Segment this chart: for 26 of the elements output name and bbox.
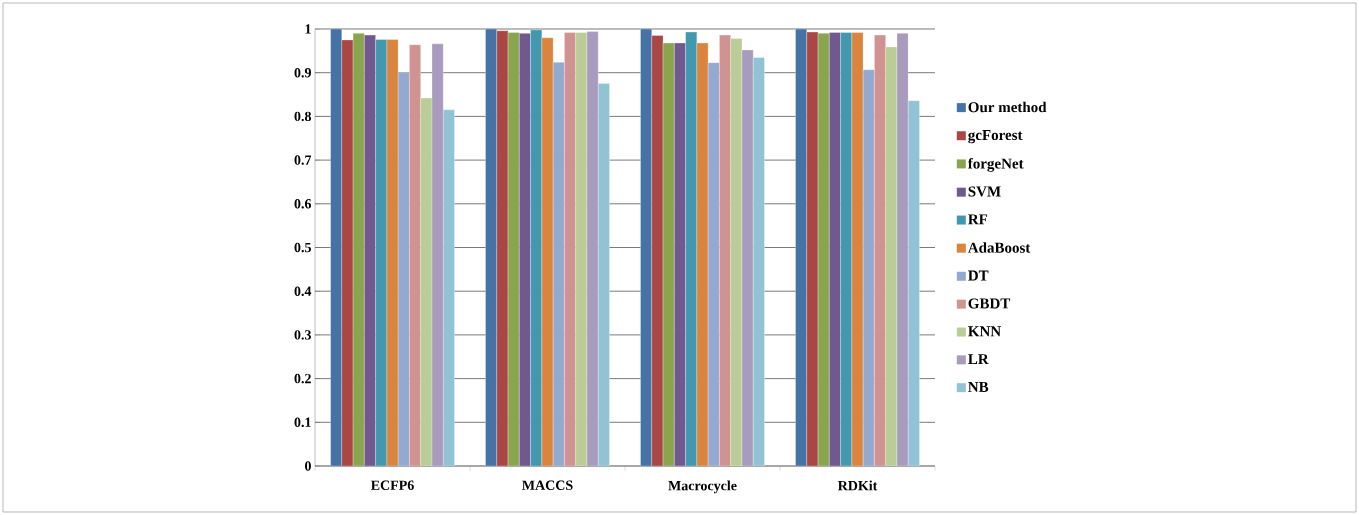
legend-label: GBDT [968, 298, 1011, 309]
y-tick-label: 0.3 [294, 330, 311, 340]
y-tick-label: 0.2 [294, 373, 311, 384]
y-tick-label: 0.1 [294, 417, 311, 428]
y-tick-label: 0.6 [294, 199, 312, 209]
y-tick-label: 0 [305, 461, 311, 471]
legend-label: SVM [968, 186, 1001, 197]
legend-label: NB [968, 382, 989, 392]
y-tick-label: 0.9 [294, 67, 311, 78]
y-tick-label: 0.8 [294, 111, 312, 122]
legend-label: gcForest [968, 130, 1023, 144]
y-tick-label: 0.7 [294, 155, 312, 165]
legend-label: Our method [968, 101, 1047, 113]
y-tick-label: 0.5 [294, 242, 311, 253]
legend-label: DT [968, 270, 989, 281]
legend-label: KNN [968, 326, 1001, 337]
x-tick-label: Macrocycle [668, 480, 737, 494]
x-tick-label: RDKit [837, 480, 878, 491]
legend-label: LR [968, 354, 989, 365]
x-tick-label: ECFP6 [370, 480, 414, 490]
legend-label: RF [968, 214, 988, 225]
legend-label: AdaBoost [967, 242, 1031, 253]
legend-label: forgeNet [967, 157, 1024, 172]
x-tick-label: MACCS [522, 480, 573, 490]
y-tick-label: 1 [305, 24, 311, 34]
y-tick-label: 0.4 [294, 286, 312, 296]
